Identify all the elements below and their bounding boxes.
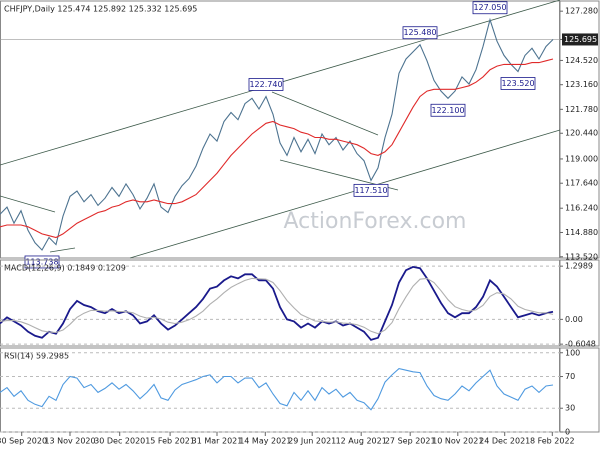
panel-frame: [0, 347, 560, 433]
y-tick-label: 123.160: [565, 80, 598, 89]
y-tick-label: 121.780: [565, 105, 598, 114]
annotation-box: [248, 78, 284, 91]
y-tick-label: 0: [565, 428, 570, 437]
price-marker: [562, 33, 598, 46]
annotation: 127.050: [473, 3, 506, 12]
series-line: [0, 58, 554, 239]
x-tick-label: 30 Dec 2020: [94, 437, 145, 446]
trend-line: [271, 91, 379, 136]
y-tick-label: 120.440: [565, 129, 598, 138]
y-tick-label: 0.00: [565, 315, 583, 324]
y-tick-label: 125.695: [564, 35, 597, 44]
y-tick-label: 119.000: [565, 154, 598, 163]
x-tick-label: 8 Feb 2022: [530, 437, 575, 446]
annotation: 122.100: [431, 106, 464, 115]
axis-frame: [559, 347, 600, 433]
annotation-box: [24, 255, 60, 269]
y-tick-label: 70: [565, 372, 575, 381]
series-line: [0, 277, 554, 335]
series-line: [0, 265, 554, 341]
annotation-box: [500, 77, 536, 90]
y-tick-label: 114.880: [565, 228, 598, 237]
annotation: 113.738: [25, 257, 58, 266]
x-tick-label: 12 Aug 2021: [336, 437, 387, 446]
x-tick-label: 15 Feb 2021: [145, 437, 195, 446]
annotation-box: [353, 183, 389, 197]
y-tick-label: -0.6048: [565, 340, 596, 349]
annotation: 122.740: [249, 80, 282, 89]
panel-frame: [0, 259, 560, 347]
y-tick-label: 124.520: [565, 56, 598, 65]
panel-title: MACD(12,26,9) 0.1849 0.1209: [4, 264, 126, 273]
x-tick-label: 31 Mar 2021: [192, 437, 243, 446]
annotation-box: [472, 1, 508, 15]
trend-line: [0, 195, 56, 213]
annotation: 117.510: [354, 186, 387, 195]
annotation: 123.520: [501, 79, 534, 88]
annotation-box: [430, 103, 466, 117]
watermark: ActionForex.com: [284, 209, 467, 234]
x-tick-label: 13 Nov 2020: [44, 437, 95, 446]
x-tick-label: 27 Sep 2021: [385, 437, 436, 446]
annotation-box: [402, 26, 438, 40]
trend-line: [129, 129, 561, 259]
x-tick-label: 24 Dec 2021: [479, 437, 530, 446]
panel-title: CHFJPY,Daily 125.474 125.892 125.332 125…: [4, 5, 197, 14]
y-tick-label: 100: [565, 348, 580, 357]
series-line: [0, 17, 554, 251]
series-line: [0, 368, 554, 411]
y-tick-label: 1.2989: [565, 262, 593, 271]
x-tick-label: 14 May 2021: [239, 437, 291, 446]
panel-title: RSI(14) 59.2985: [4, 352, 69, 361]
y-tick-label: 117.640: [565, 179, 598, 188]
x-tick-label: 29 Jun 2021: [288, 437, 336, 446]
y-tick-label: 127.280: [565, 7, 598, 16]
axis-frame: [559, 0, 600, 259]
x-tick-label: 30 Sep 2020: [0, 437, 47, 446]
annotation: 125.480: [403, 28, 436, 37]
y-tick-label: 116.240: [565, 204, 598, 213]
trend-line: [49, 247, 76, 253]
x-tick-label: 10 Nov 2021: [432, 437, 483, 446]
y-tick-label: 113.520: [565, 252, 598, 261]
axis-frame: [559, 259, 600, 347]
y-tick-label: 30: [565, 404, 575, 413]
